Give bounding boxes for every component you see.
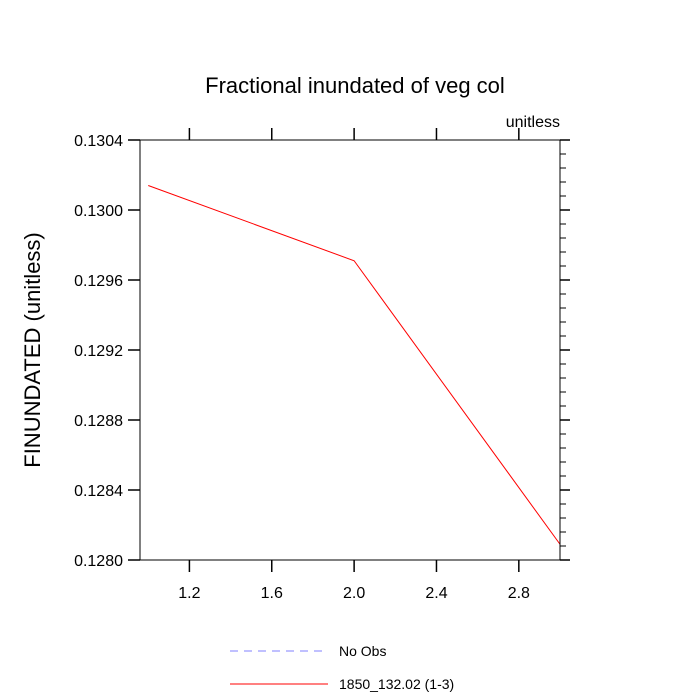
plot-frame <box>139 139 561 561</box>
x-tick-label: 2.8 <box>508 585 530 602</box>
y-tick-label: 0.1288 <box>74 413 123 430</box>
legend-label: 1850_132.02 (1-3) <box>339 676 454 692</box>
chart-title: Fractional inundated of veg col <box>205 73 505 98</box>
legend-label: No Obs <box>339 643 386 659</box>
y-tick-label: 0.1292 <box>74 343 123 360</box>
y-tick-label: 0.1304 <box>74 133 123 150</box>
y-axis-label: FINUNDATED (unitless) <box>20 232 45 468</box>
x-tick-label: 1.2 <box>178 585 200 602</box>
x-tick-label: 1.6 <box>261 585 283 602</box>
x-tick-label: 2.4 <box>425 585 447 602</box>
y-tick-label: 0.1280 <box>74 553 123 570</box>
series-line <box>148 185 561 545</box>
x-tick-label: 2.0 <box>343 585 365 602</box>
units-label: unitless <box>506 114 560 131</box>
y-tick-label: 0.1284 <box>74 483 123 500</box>
y-tick-label: 0.1300 <box>74 203 123 220</box>
axis-ticks: 1.2 1.6 2.0 2.4 2.8 0.1280 0.1284 0.1288 0.1292 0… <box>74 128 570 602</box>
y-tick-label: 0.1296 <box>74 273 123 290</box>
plot-series <box>148 185 561 545</box>
legend: No Obs 1850_132.02 (1-3) <box>230 643 454 692</box>
